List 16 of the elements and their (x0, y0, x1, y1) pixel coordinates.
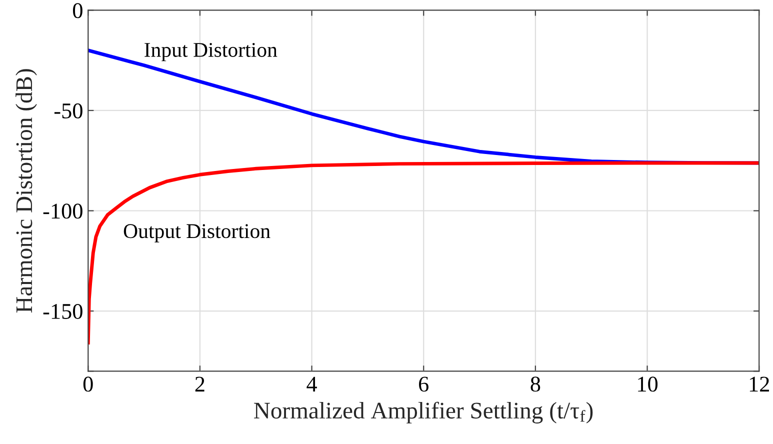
y-tick-label: -150 (43, 304, 82, 319)
y-tick-label: -50 (54, 103, 82, 118)
x-tick-label: 10 (638, 376, 658, 392)
x-tick-label: 2 (195, 376, 204, 392)
x-tick-label: 0 (83, 376, 93, 392)
y-tick-label: 0 (72, 3, 82, 18)
x-tick-label: 4 (306, 376, 317, 392)
line-series (88, 161, 760, 344)
x-axis-title: Normalized Amplifier Settling (t/τ$_{f}$) (254, 402, 593, 424)
x-tick-label: 12 (750, 376, 769, 392)
y-tick-label: -100 (43, 204, 82, 219)
x-tick-label: 6 (419, 376, 428, 392)
annotation: Output Distortion (124, 224, 270, 242)
x-tick-label: 8 (530, 376, 540, 392)
annotation: Input Distortion (144, 42, 278, 62)
y-axis-title: Harmonic Distortion (dB) (16, 69, 37, 313)
